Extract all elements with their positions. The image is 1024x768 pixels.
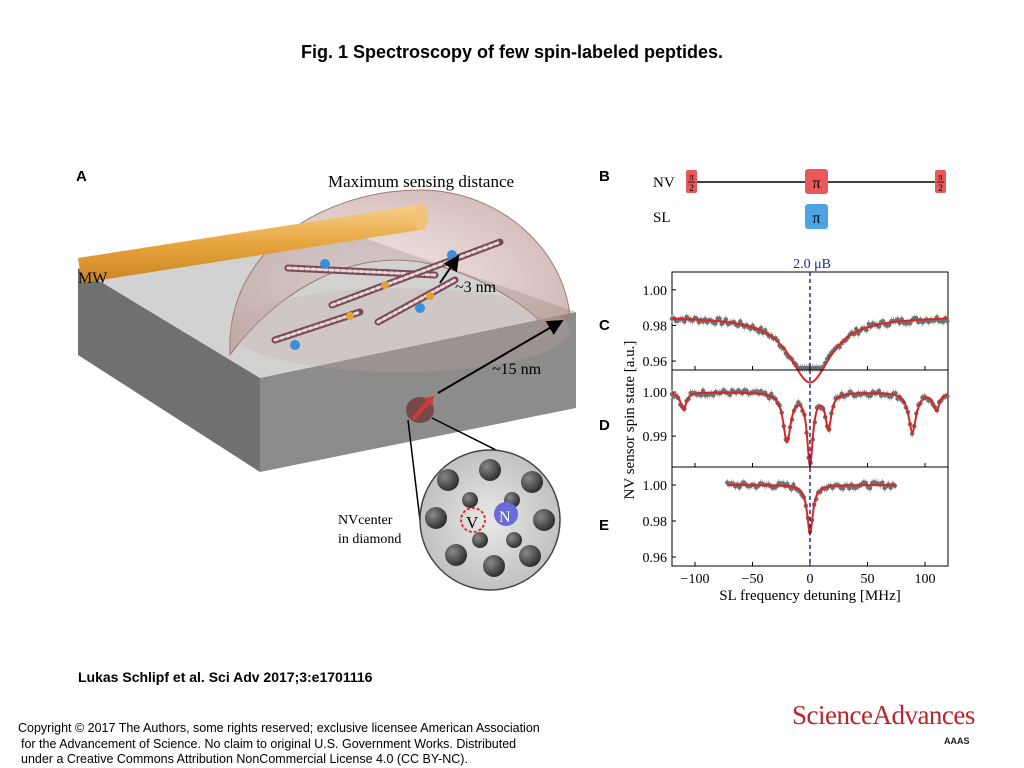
svg-text:2: 2 (689, 183, 694, 193)
svg-text:2: 2 (938, 183, 943, 193)
svg-text:π: π (938, 172, 943, 182)
data-point (847, 486, 852, 491)
y-tick-label: 1.00 (643, 284, 668, 299)
y-tick-label: 0.98 (643, 515, 668, 530)
y-tick-label: 0.96 (643, 355, 668, 370)
fit-curve (672, 317, 948, 384)
data-point (868, 393, 873, 398)
citation: Lukas Schlipf et al. Sci Adv 2017;3:e170… (78, 669, 373, 685)
spectra-chart: 0.96 0.98 1.00 0.99 1.00 0.96 0.98 1.00 2.0 μB −1… (622, 257, 950, 604)
data-point (717, 316, 722, 321)
data-point (713, 321, 718, 326)
svg-text:π: π (812, 210, 820, 227)
sl-pi-pulse: π (805, 204, 828, 229)
data-point (888, 485, 893, 490)
dist-3nm-label: ~3 nm (455, 279, 497, 296)
svg-text:π: π (689, 172, 694, 182)
x-axis-label: SL frequency detuning [MHz] (719, 588, 900, 604)
data-point (700, 388, 706, 393)
nitrogen-label: N (499, 509, 511, 526)
data-point (737, 485, 742, 490)
y-tick-label: 0.96 (643, 551, 668, 566)
nv-pi-half-pulse-1: π 2 (686, 170, 697, 193)
data-point (876, 388, 882, 394)
y-tick-label: 1.00 (643, 386, 668, 401)
y-tick-label: 1.00 (643, 479, 668, 494)
data-point (682, 319, 687, 324)
data-point (940, 319, 946, 324)
x-tick-label: 0 (807, 572, 814, 587)
dist-15nm-label: ~15 nm (492, 361, 542, 378)
data-point (867, 485, 873, 491)
data-point (769, 391, 774, 397)
x-tick-label: 100 (915, 572, 936, 587)
data-point (723, 317, 729, 322)
panel-b: B NV SL π 2 π π 2 π (599, 168, 946, 229)
data-point (945, 318, 950, 324)
y-axis-label: NV sensor spin state [a.u.] (622, 341, 638, 500)
subplot-frame-e (671, 466, 949, 567)
data-point (738, 319, 743, 324)
data-point (863, 480, 869, 486)
nv-pi-pulse: π (805, 169, 828, 194)
x-tick-label: −50 (742, 572, 764, 587)
panel-e-label: E (599, 517, 609, 534)
aaas-logo: AAAS (944, 736, 970, 746)
copyright-line-2: for the Advancement of Science. No claim… (21, 736, 517, 751)
data-point (727, 392, 733, 398)
copyright-notice: Copyright © 2017 The Authors, some right… (18, 721, 540, 768)
figure-title: Fig. 1 Spectroscopy of few spin-labeled … (300, 42, 724, 62)
science-advances-logo: ScienceAdvances (792, 700, 975, 730)
arrow-15nm (437, 319, 564, 394)
copyright-line-3: under a Creative Commons Attribution Non… (21, 752, 468, 766)
nv-caption-2: in diamond (338, 532, 401, 547)
panel-b-label: B (599, 168, 610, 185)
data-point (789, 486, 794, 492)
panel-c-label: C (599, 317, 610, 334)
data-point (880, 480, 885, 485)
nv-row-label: NV (653, 175, 675, 191)
copyright-line-1: Copyright © 2017 The Authors, some right… (18, 721, 540, 735)
mw-label: MW (78, 270, 108, 287)
nv-pi-half-pulse-2: π 2 (935, 170, 946, 193)
svg-text:π: π (812, 175, 820, 192)
y-tick-label: 0.98 (643, 319, 668, 334)
data-point (698, 393, 704, 398)
panel-a: A Maximum sensing distance MW (76, 168, 576, 591)
panel-d-label: D (599, 417, 610, 434)
panel-a-heading: Maximum sensing distance (328, 172, 514, 191)
vacancy-label: V (466, 513, 479, 532)
fit-curve (727, 484, 897, 536)
nv-caption-1: NVcenter (338, 513, 393, 528)
y-tick-label: 0.99 (643, 430, 668, 445)
data-point (711, 393, 716, 398)
panel-a-label: A (76, 168, 87, 185)
data-point (880, 319, 886, 324)
arrow-3nm (439, 254, 460, 284)
diamond-lattice-zoom (419, 449, 561, 591)
x-tick-label: −100 (681, 572, 710, 587)
data-point (907, 321, 913, 326)
sl-row-label: SL (653, 210, 671, 226)
nv-spin-icon (406, 396, 434, 423)
mw-waveguide (78, 204, 428, 283)
peptide-chains (271, 238, 504, 350)
marker-label: 2.0 μB (793, 257, 831, 272)
x-tick-label: 50 (861, 572, 875, 587)
